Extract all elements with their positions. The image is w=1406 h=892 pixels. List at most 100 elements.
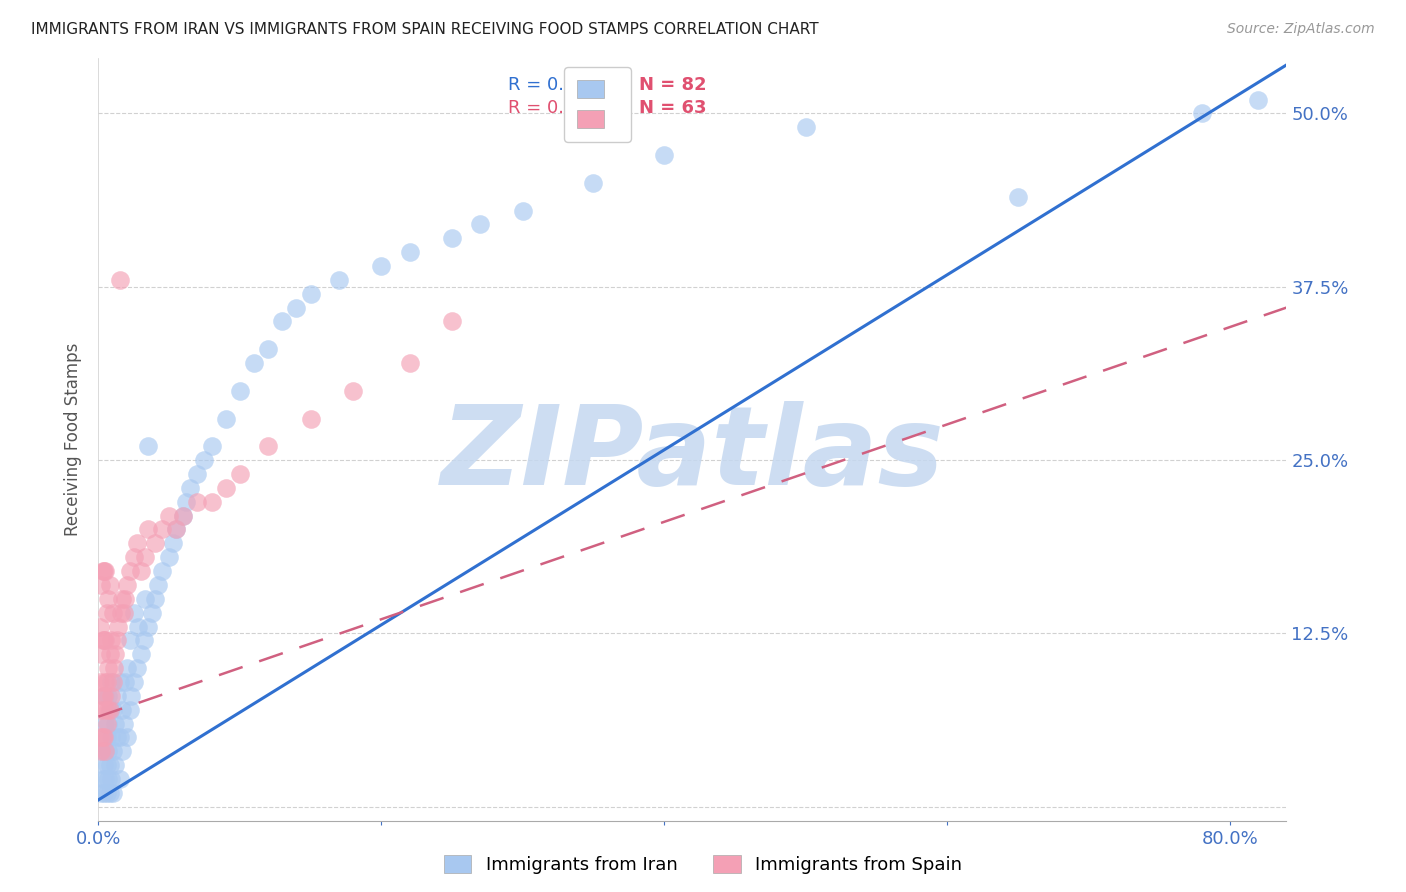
Point — [174, 494, 197, 508]
Text: R = 0.184: R = 0.184 — [509, 98, 599, 117]
Legend: Immigrants from Iran, Immigrants from Spain: Immigrants from Iran, Immigrants from Sp… — [434, 846, 972, 883]
Point — [157, 550, 180, 565]
Point — [96, 675, 118, 690]
Point — [794, 120, 817, 135]
Point — [91, 772, 114, 786]
Point — [134, 550, 156, 565]
Point — [101, 606, 124, 620]
Text: IMMIGRANTS FROM IRAN VS IMMIGRANTS FROM SPAIN RECEIVING FOOD STAMPS CORRELATION : IMMIGRANTS FROM IRAN VS IMMIGRANTS FROM … — [31, 22, 818, 37]
Point — [328, 273, 350, 287]
Point — [97, 703, 120, 717]
Point — [118, 564, 141, 578]
Point — [93, 564, 115, 578]
Point — [1191, 106, 1213, 120]
Point — [129, 647, 152, 661]
Y-axis label: Receiving Food Stamps: Receiving Food Stamps — [65, 343, 83, 536]
Point — [93, 633, 115, 648]
Point — [91, 744, 114, 758]
Point — [98, 647, 121, 661]
Point — [257, 342, 280, 356]
Point — [132, 633, 155, 648]
Point — [398, 356, 420, 370]
Point — [470, 218, 492, 232]
Point — [165, 523, 187, 537]
Point — [143, 536, 166, 550]
Point — [104, 716, 127, 731]
Point — [285, 301, 308, 315]
Point — [100, 689, 122, 703]
Point — [186, 494, 208, 508]
Point — [179, 481, 201, 495]
Point — [186, 467, 208, 481]
Point — [172, 508, 194, 523]
Point — [104, 758, 127, 772]
Point — [115, 578, 138, 592]
Point — [93, 689, 115, 703]
Point — [93, 758, 115, 772]
Point — [193, 453, 215, 467]
Point — [200, 494, 222, 508]
Point — [98, 703, 121, 717]
Point — [96, 716, 118, 731]
Point — [90, 578, 112, 592]
Point — [98, 578, 121, 592]
Point — [101, 675, 124, 690]
Point — [94, 716, 117, 731]
Point — [96, 758, 118, 772]
Point — [143, 591, 166, 606]
Point — [115, 731, 138, 745]
Point — [111, 591, 134, 606]
Point — [122, 606, 145, 620]
Point — [97, 744, 120, 758]
Point — [243, 356, 266, 370]
Point — [97, 772, 120, 786]
Point — [91, 689, 114, 703]
Point — [118, 703, 141, 717]
Point — [98, 703, 121, 717]
Point — [90, 703, 112, 717]
Point — [91, 731, 114, 745]
Legend: , : , — [564, 67, 631, 142]
Point — [100, 633, 122, 648]
Text: N = 63: N = 63 — [638, 98, 706, 117]
Point — [112, 716, 135, 731]
Point — [215, 411, 238, 425]
Point — [100, 675, 122, 690]
Point — [94, 564, 117, 578]
Text: N = 82: N = 82 — [638, 76, 707, 94]
Point — [114, 591, 136, 606]
Point — [125, 536, 148, 550]
Point — [108, 772, 131, 786]
Point — [136, 523, 159, 537]
Point — [96, 731, 118, 745]
Point — [108, 731, 131, 745]
Point — [97, 716, 120, 731]
Point — [165, 523, 187, 537]
Point — [97, 689, 120, 703]
Point — [111, 703, 134, 717]
Point — [93, 786, 115, 800]
Point — [105, 633, 128, 648]
Point — [101, 786, 124, 800]
Point — [127, 619, 149, 633]
Point — [100, 731, 122, 745]
Point — [105, 731, 128, 745]
Point — [150, 523, 173, 537]
Point — [105, 689, 128, 703]
Point — [129, 564, 152, 578]
Point — [136, 619, 159, 633]
Point — [94, 744, 117, 758]
Point — [94, 633, 117, 648]
Point — [94, 703, 117, 717]
Point — [440, 314, 463, 328]
Point — [89, 675, 111, 690]
Point — [1247, 93, 1270, 107]
Point — [257, 439, 280, 453]
Point — [342, 384, 364, 398]
Point — [398, 245, 420, 260]
Text: Source: ZipAtlas.com: Source: ZipAtlas.com — [1227, 22, 1375, 37]
Point — [114, 675, 136, 690]
Point — [91, 564, 114, 578]
Point — [299, 411, 322, 425]
Point — [125, 661, 148, 675]
